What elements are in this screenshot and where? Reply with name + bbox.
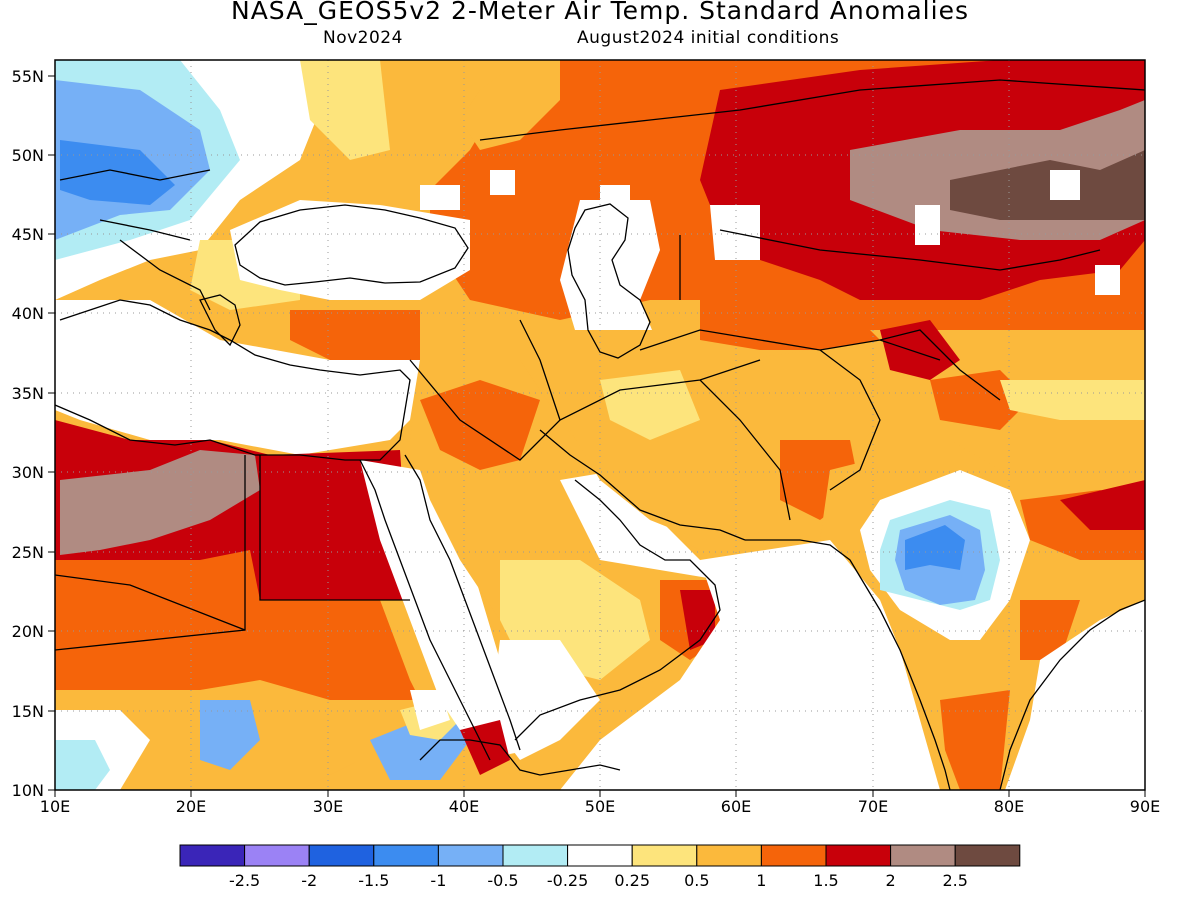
colorbar-swatches <box>179 844 1021 867</box>
lat-label-45n: 45N <box>12 225 44 244</box>
colorbar-tick-label: -1.5 <box>358 871 389 890</box>
lon-label-80e: 80E <box>994 797 1024 816</box>
colorbar-swatch <box>502 844 569 867</box>
colorbar-tick-label: -1 <box>430 871 446 890</box>
lon-label-90e: 90E <box>1130 797 1160 816</box>
coastlines <box>55 79 1145 790</box>
longitude-labels: 10E 20E 30E 40E 50E 60E 70E 80E 90E <box>40 797 1160 816</box>
lat-label-25n: 25N <box>12 543 44 562</box>
colorbar-tick-label: -0.5 <box>487 871 518 890</box>
colorbar-tick-label: -2 <box>301 871 317 890</box>
colorbar-swatch <box>696 844 762 867</box>
lat-label-20n: 20N <box>12 622 44 641</box>
axis-ticks <box>48 75 1146 797</box>
colorbar-tick-label: 2.5 <box>942 871 967 890</box>
colorbar-tick-label: 0.5 <box>684 871 709 890</box>
colorbar-swatch <box>954 844 1021 867</box>
lat-label-50n: 50N <box>12 146 44 165</box>
colorbar-tick-label: -2.5 <box>229 871 260 890</box>
colorbar-swatch <box>179 844 246 867</box>
colorbar-swatch <box>760 844 827 867</box>
lat-label-30n: 30N <box>12 463 44 482</box>
lat-label-40n: 40N <box>12 304 44 323</box>
lon-label-60e: 60E <box>721 797 751 816</box>
lat-label-35n: 35N <box>12 384 44 403</box>
lon-label-30e: 30E <box>313 797 343 816</box>
lon-label-40e: 40E <box>449 797 479 816</box>
lon-label-50e: 50E <box>585 797 615 816</box>
initial-conditions: August2024 initial conditions <box>577 28 840 48</box>
map-title: NASA_GEOS5v2 2-Meter Air Temp. Standard … <box>231 0 969 25</box>
colorbar-swatch <box>373 844 439 867</box>
lat-label-10n: 10N <box>12 781 44 800</box>
colorbar-swatch <box>631 844 698 867</box>
colorbar-swatch <box>437 844 504 867</box>
colorbar-tick-label: 1.5 <box>813 871 838 890</box>
lat-label-55n: 55N <box>12 67 44 86</box>
colorbar-tick-label: 0.25 <box>614 871 650 890</box>
lon-label-70e: 70E <box>858 797 888 816</box>
colorbar-swatch <box>567 844 633 867</box>
forecast-month: Nov2024 <box>323 28 403 48</box>
lon-label-10e: 10E <box>40 797 70 816</box>
colorbar-swatch <box>890 844 956 867</box>
lon-label-20e: 20E <box>176 797 206 816</box>
colorbar-labels: -2.5 -2 -1.5 -1 -0.5 -0.25 0.25 0.5 1 1.5 2 2.5 <box>229 871 968 890</box>
colorbar-tick-label: -0.25 <box>547 871 588 890</box>
colorbar-swatch <box>308 844 375 867</box>
colorbar-swatch <box>825 844 892 867</box>
colorbar-tick-label: 1 <box>756 871 766 890</box>
colorbar-tick-label: 2 <box>886 871 896 890</box>
lat-label-15n: 15N <box>12 702 44 721</box>
colorbar-swatch <box>244 844 310 867</box>
latitude-labels: 55N 50N 45N 40N 35N 30N 25N 20N 15N 10N <box>12 67 44 800</box>
